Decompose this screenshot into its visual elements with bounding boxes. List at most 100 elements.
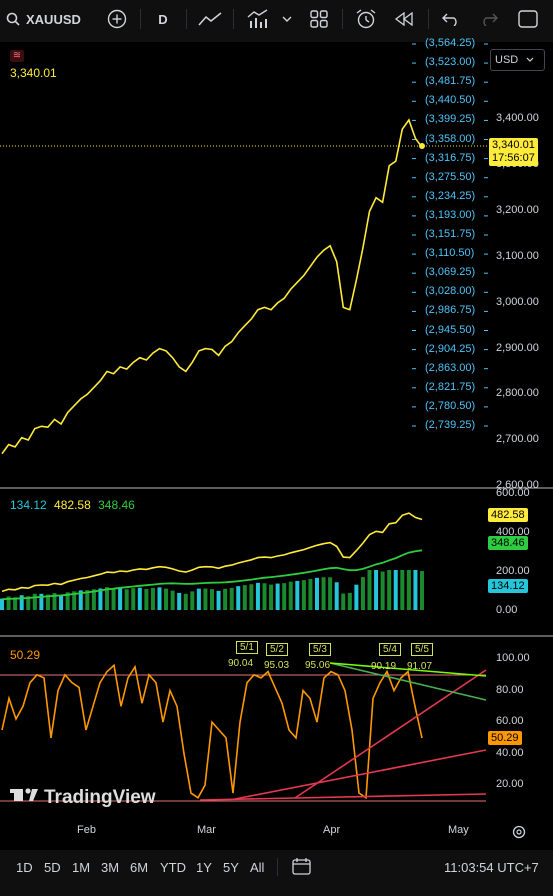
histogram-bar [59,594,64,610]
histogram-bar [105,587,109,610]
indicator1-value-cyan: 134.12 [10,498,47,512]
alert-button[interactable] [354,7,378,31]
histogram-bar [229,587,234,610]
histogram-bar [354,584,359,610]
histogram-bar [255,582,260,610]
range-3m[interactable]: 3M [101,860,120,875]
histogram-bar [190,591,195,610]
fib-level-label: (3,069.25) [425,266,476,279]
toolbar-divider [233,9,234,29]
clock[interactable]: 11:03:54 UTC+7 [444,860,539,875]
date-range-button[interactable] [292,857,312,880]
chart-area[interactable]: USD ≋ 3,340.01 (3,564.25) (3,523.00) (3,48… [0,37,553,852]
indicator1-axis-label: 0.00 [496,604,518,616]
time-axis-label: Feb [77,824,96,836]
histogram-bar [216,590,221,610]
replay-button[interactable] [393,7,415,31]
price-series-line [1,118,423,455]
histogram-bar [347,592,352,610]
histogram-bar [275,583,280,610]
indicator2-axis-label: 60.00 [496,715,524,727]
histogram-bar [393,570,398,610]
histogram-bar [85,590,90,610]
price-axis-label: 2,600.00 [496,479,539,492]
indicators-button[interactable] [246,7,270,31]
range-1m[interactable]: 1M [72,860,91,875]
fib-level-label: (2,986.75) [425,304,476,317]
histogram-bar [341,593,346,610]
price-tag-value: 3,340.01 [492,139,535,151]
interval-button[interactable]: D [158,11,168,27]
histogram-bar [249,584,254,610]
indicator1-tag-cyan: 134.12 [488,579,528,593]
range-6m[interactable]: 6M [130,860,149,875]
histogram-bar [367,570,372,610]
last-price-dot [419,143,425,149]
histogram-bar [308,578,313,610]
indicator1-axis-label: 600.00 [496,487,530,499]
histogram-bar [387,570,392,610]
histogram-bar [6,596,11,610]
wave-marker-value: 90.04 [228,658,254,669]
layout-button[interactable] [309,7,329,31]
undo-icon [442,13,457,26]
price-axis-label: 3,200.00 [496,203,539,216]
oscillator-line [1,663,423,800]
histogram-bar [164,588,169,610]
fib-level-label: (2,739.25) [425,419,476,431]
trend-line [294,669,487,799]
alert-icon [356,9,376,29]
histogram-bar [380,571,385,610]
indicator2-tag: 50.29 [488,731,522,745]
indicator1-tag-yellow: 482.58 [488,508,528,522]
indicator1-legend: 134.12 482.58 348.46 [10,498,135,512]
range-1y[interactable]: 1Y [196,860,212,875]
histogram-bar [321,577,326,610]
fib-level-label: (3,275.50) [425,170,476,183]
fullscreen-button[interactable] [516,7,540,31]
currency-selector[interactable]: USD [490,49,545,71]
fib-level-label: (3,110.50) [425,247,475,260]
price-axis-label: 3,000.00 [496,295,539,308]
trend-line [199,793,487,801]
chart-canvas [0,43,553,802]
chart-settings-button[interactable] [511,824,527,845]
histogram-bar [32,593,37,610]
wave-marker-value: 91.07 [407,661,433,672]
range-1d[interactable]: 1D [16,860,33,875]
histogram-bar [52,593,57,610]
wave-marker: 5/4 [379,643,401,656]
fib-level-label: (3,193.00) [425,208,476,221]
histogram-bar [144,589,149,610]
fib-level-label: (2,780.50) [425,399,476,412]
currency-label: USD [495,54,519,66]
time-axis-label: Mar [197,824,216,836]
search-icon [6,12,20,26]
symbol-search-button[interactable]: XAUUSD [6,7,88,31]
histogram-bar [400,570,405,610]
replay-icon [394,12,413,26]
trend-line [234,749,487,800]
range-ytd[interactable]: YTD [160,860,186,875]
histogram-bar [282,583,287,610]
histogram-bar [295,580,300,610]
histogram-bar [413,570,418,610]
range-5d[interactable]: 5D [44,860,61,875]
add-symbol-button[interactable] [106,7,128,31]
indicators-dropdown[interactable] [280,7,294,31]
price-axis-label: 2,700.00 [496,433,539,446]
histogram-bar [177,592,182,610]
fib-tick-group [412,43,488,427]
chevron-down-icon [282,16,292,22]
chart-type-button[interactable] [197,7,223,31]
redo-button[interactable] [478,7,500,31]
chevron-down-icon [526,57,534,62]
line-chart-icon [198,12,222,26]
histogram-bar [236,586,241,610]
histogram-bar [196,588,201,610]
range-5y[interactable]: 5Y [223,860,239,875]
undo-button[interactable] [440,7,462,31]
histogram-bar [420,571,424,610]
range-all[interactable]: All [250,860,265,875]
price-tag: 3,340.01 17:56:07 [489,138,538,166]
